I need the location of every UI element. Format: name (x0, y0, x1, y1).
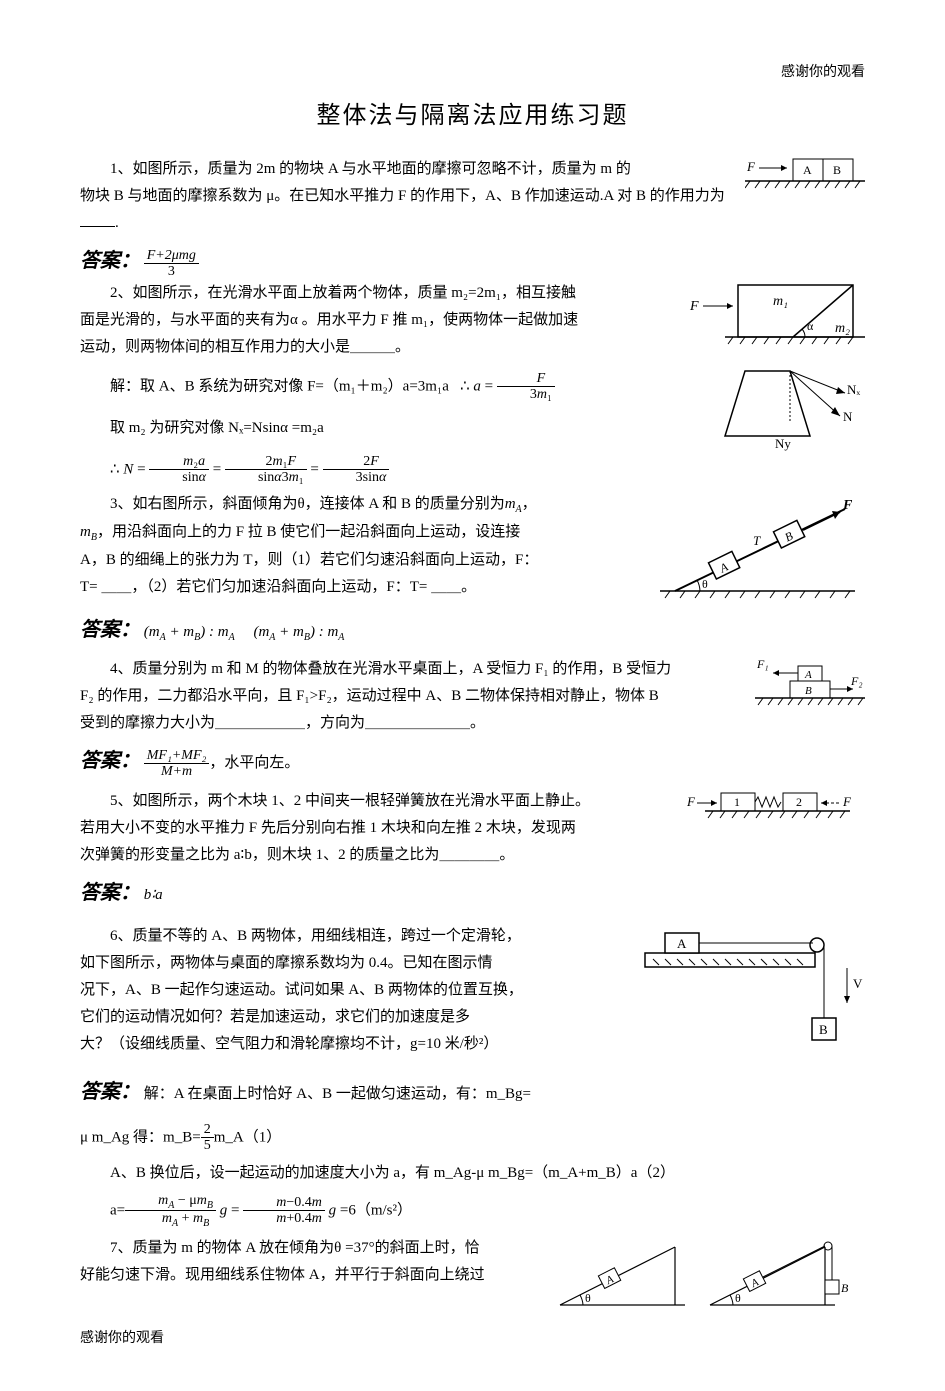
figure-5: F 1 2 F (685, 788, 865, 823)
figure-6: A B V (635, 923, 865, 1063)
svg-text:A: A (804, 669, 812, 681)
problem-2: F m₁ m₂ α 2、如图所示，在光滑水平面上放着两个物体，质量 m₂=2m₁… (80, 280, 865, 486)
svg-text:A: A (677, 936, 687, 951)
main-title: 整体法与隔离法应用练习题 (80, 95, 865, 138)
p5-l3: 次弹簧的形变量之比为 a∶b，则木块 1、2 的质量之比为＿＿＿＿。 (80, 842, 865, 869)
p4-l1: 4、质量分别为 m 和 M 的物体叠放在光滑水平桌面上，A 受恒力 F₁ 的作用… (80, 656, 865, 683)
svg-text:Nₓ: Nₓ (847, 382, 860, 397)
svg-text:T: T (753, 533, 761, 548)
svg-text:N: N (843, 409, 853, 424)
problem-7: θ A B θ A 7、质量为 m 的物体 A 放在倾角为θ =37°的斜面上时… (80, 1235, 865, 1320)
svg-text:m₁: m₁ (773, 294, 788, 309)
svg-text:F: F (689, 299, 699, 314)
svg-text:θ: θ (585, 1291, 591, 1305)
svg-text:F: F (746, 159, 756, 174)
svg-text:V: V (853, 976, 863, 991)
svg-text:θ: θ (735, 1291, 741, 1305)
svg-text:α: α (807, 319, 814, 333)
figure-2b: Nₓ N Ny (715, 366, 865, 456)
answer-6-l4: a=mA − μmBmA + mB g = m−0.4mm+0.4m g =6（… (80, 1193, 865, 1230)
problem-4: B A F₁ F₂ 4、质量分别为 m 和 M 的物体叠放在光滑水平桌面上，A … (80, 656, 865, 737)
figure-4: B A F₁ F₂ (755, 656, 865, 711)
svg-text:1: 1 (734, 795, 740, 809)
answer-6: 答案： 解：A 在桌面上时恰好 A、B 一起做匀速运动，有：m_Bg= (80, 1074, 865, 1110)
header-note: 感谢你的观看 (80, 60, 865, 85)
footer-note: 感谢你的观看 (80, 1326, 865, 1351)
answer-4: 答案： MF₁+MF₂M+m，水平向左。 (80, 743, 865, 779)
figure-3: θ A B T F (655, 491, 865, 601)
problem-6: A B V 6、质量不等的 A、B 两物体，用细线相连，跨过一个定滑轮， 如下图… (80, 923, 865, 1068)
figure-1: F A B (745, 156, 865, 196)
figure-2a: F m₁ m₂ α (685, 280, 865, 355)
svg-text:B: B (805, 685, 812, 697)
answer-1: 答案： F+2μmg3 (80, 243, 865, 279)
answer-3: 答案： (mA + mB) : mA (mA + mB) : mA (80, 612, 865, 648)
p4-l3: 受到的摩擦力大小为＿＿＿＿＿＿，方向为＿＿＿＿＿＿＿。 (80, 710, 865, 737)
svg-text:F₂: F₂ (850, 674, 863, 688)
svg-text:A: A (803, 163, 812, 177)
svg-text:B: B (833, 163, 841, 177)
problem-1: F A B 1、如图所示，质量为 2m 的物块 A 与水平地面的摩擦可忽略不计，… (80, 156, 865, 237)
figure-7b: θ A B (705, 1235, 865, 1315)
figure-7a: θ A (555, 1235, 695, 1315)
svg-text:F₁: F₁ (756, 657, 769, 671)
p2-sol3: ∴ N = m₂asinα = 2m₁Fsinα3m₁ = 2F3sinα (80, 454, 865, 486)
svg-text:B: B (841, 1281, 849, 1295)
svg-text:B: B (819, 1022, 828, 1037)
svg-text:2: 2 (796, 795, 802, 809)
problem-5: F 1 2 F 5、如图所示，两个木块 1、2 中间夹一根轻弹簧放在光滑水平面上… (80, 788, 865, 869)
p4-l2: F₂ 的作用，二力都沿水平向，且 F₁>F₂，运动过程中 A、B 二物体保持相对… (80, 683, 865, 710)
svg-text:θ: θ (702, 577, 708, 591)
svg-text:F: F (842, 498, 853, 513)
svg-text:F: F (686, 794, 696, 809)
answer-6-l2: μ m_Ag 得：m_B=25m_A（1） (80, 1122, 865, 1154)
answer-6-l3: A、B 换位后，设一起运动的加速度大小为 a，有 m_Ag-μ m_Bg=（m_… (80, 1160, 865, 1187)
svg-text:m₂: m₂ (835, 321, 850, 336)
svg-text:Ny: Ny (775, 436, 791, 451)
svg-text:F: F (842, 794, 852, 809)
problem-3: θ A B T F 3、如右图所示，斜面倾角为θ，连接体 A 和 B 的质量分别… (80, 491, 865, 606)
answer-5: 答案： b∶a (80, 875, 865, 911)
